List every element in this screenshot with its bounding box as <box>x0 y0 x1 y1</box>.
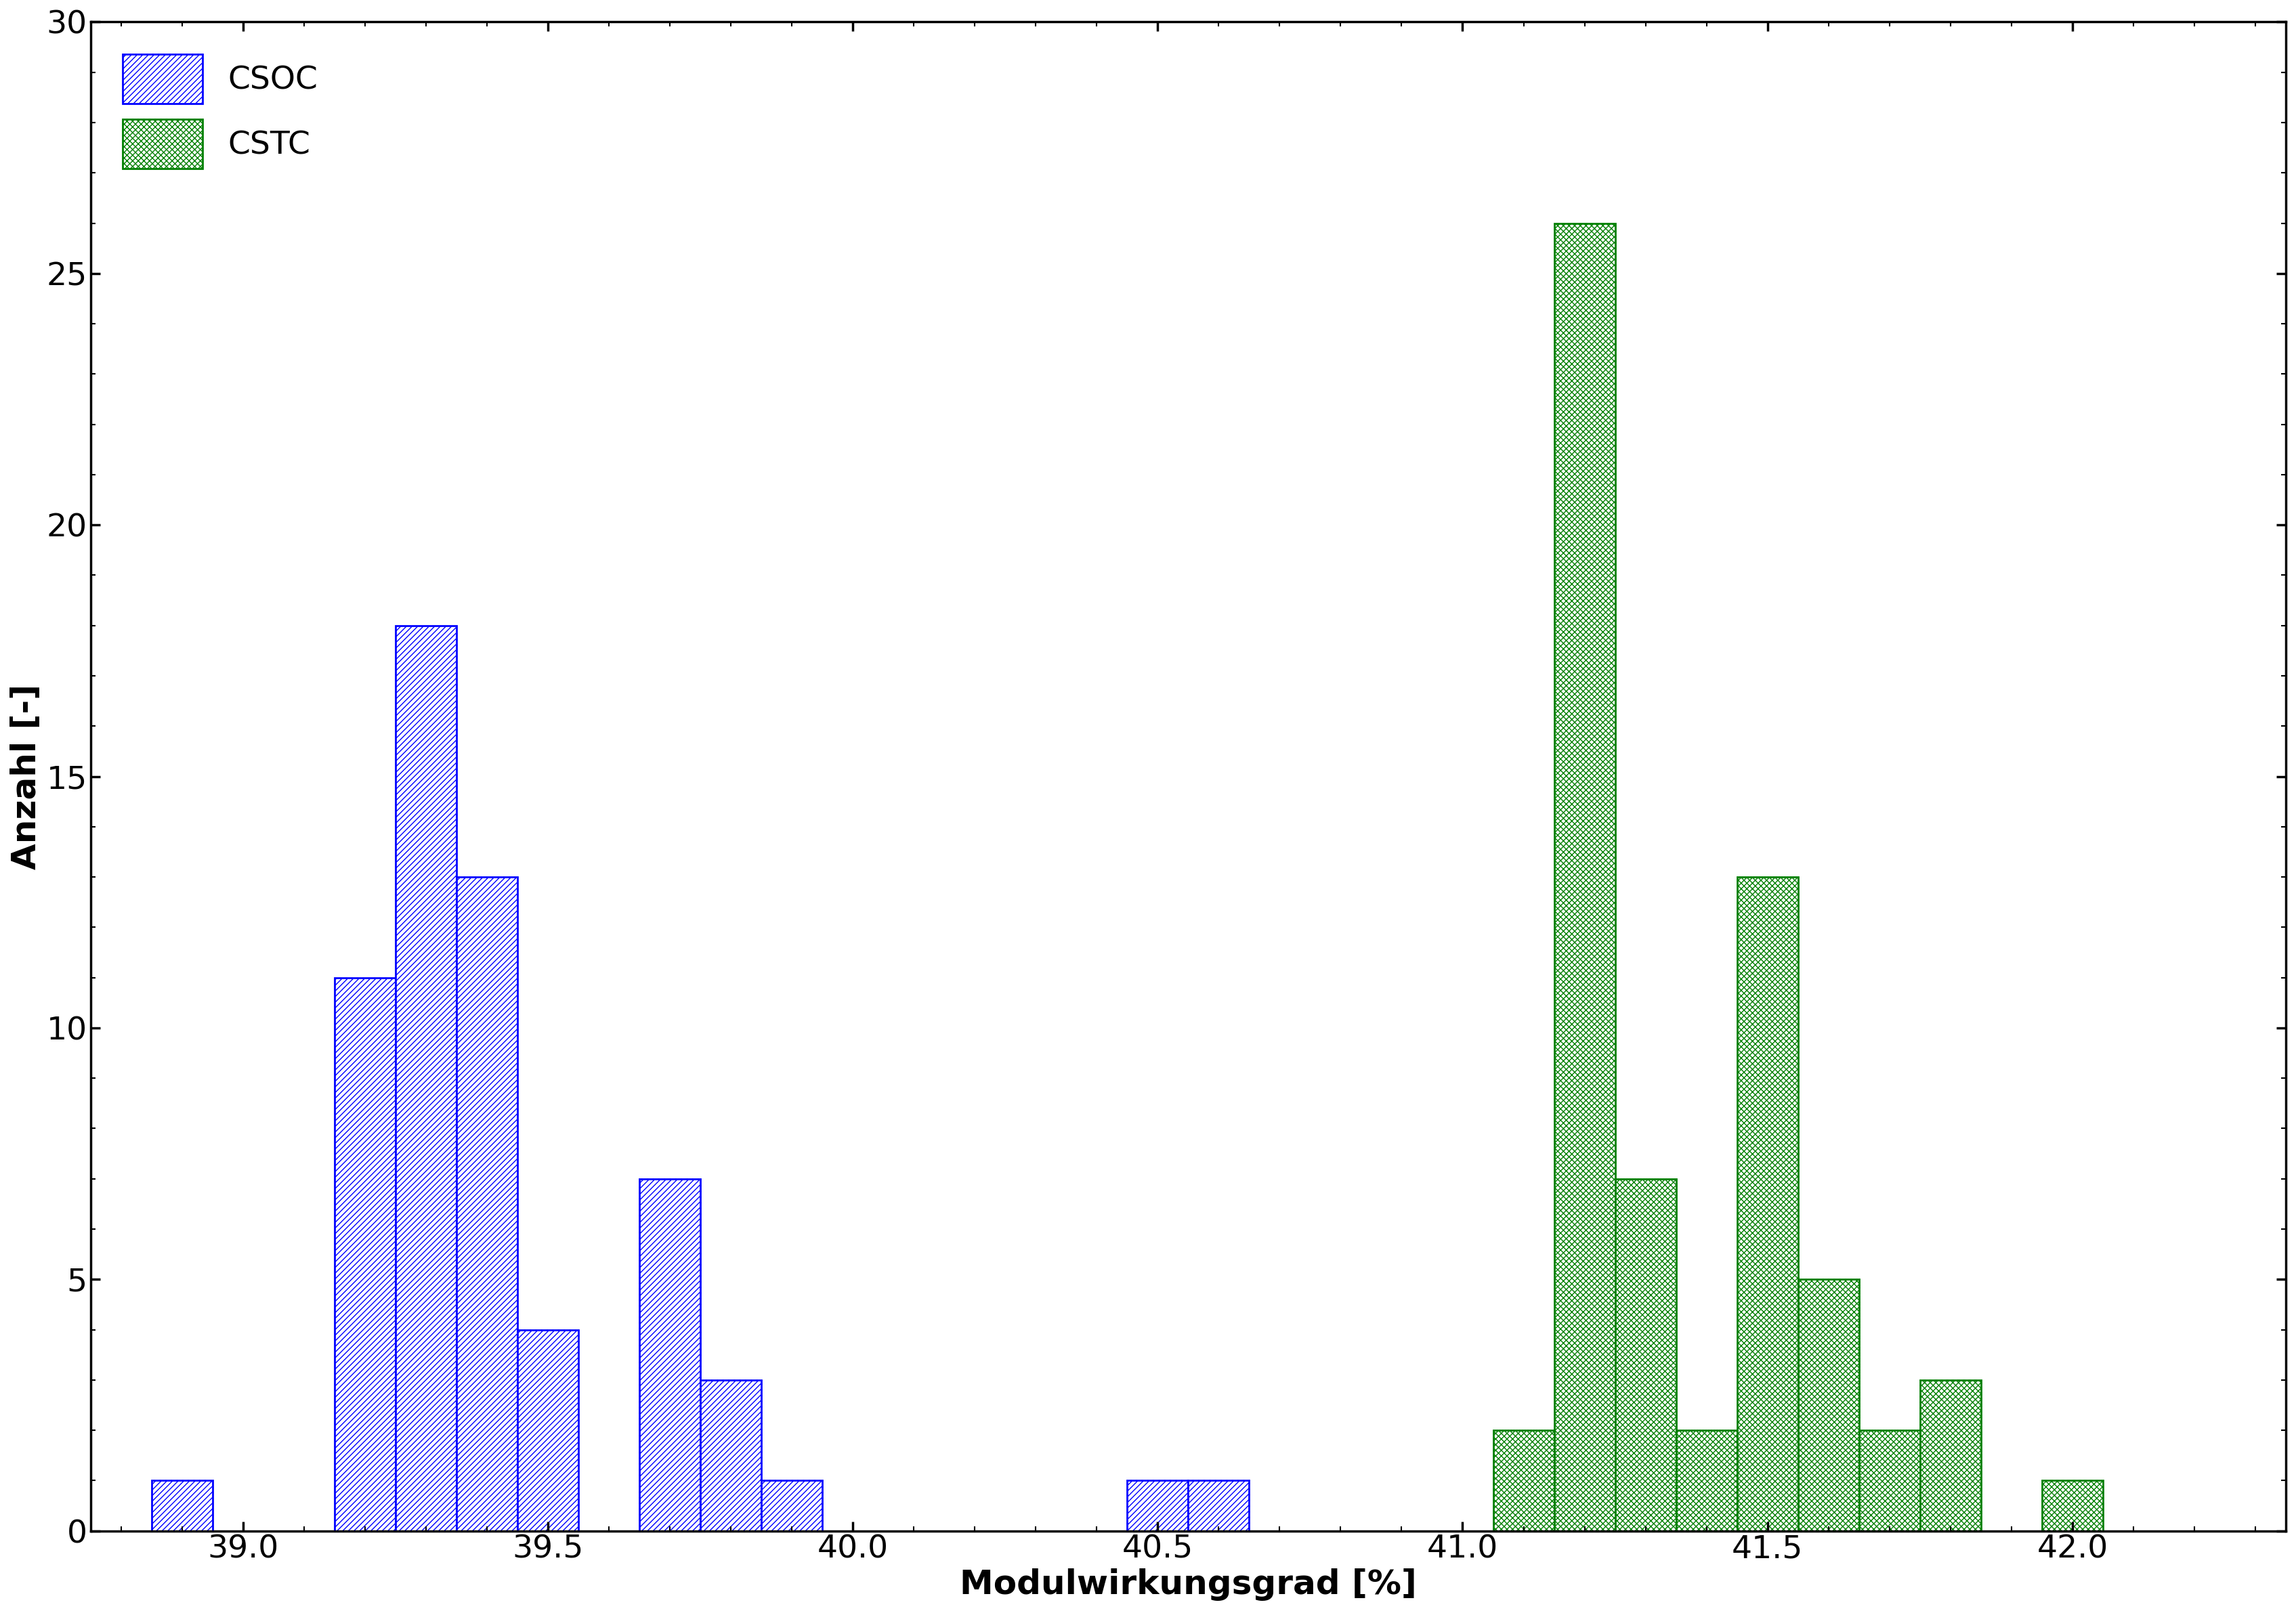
Bar <box>1492 1431 1554 1530</box>
Bar <box>1738 876 1798 1530</box>
Bar <box>1554 224 1614 1530</box>
Legend: CSOC, CSTC: CSOC, CSTC <box>106 39 333 185</box>
Bar <box>152 1481 214 1530</box>
Bar <box>395 625 457 1530</box>
Bar <box>1127 1481 1189 1530</box>
Bar <box>1614 1179 1676 1530</box>
X-axis label: Modulwirkungsgrad [%]: Modulwirkungsgrad [%] <box>960 1569 1417 1601</box>
Bar <box>1676 1431 1738 1530</box>
Bar <box>1860 1431 1919 1530</box>
Bar <box>1919 1381 1981 1530</box>
Bar <box>762 1481 822 1530</box>
Bar <box>2041 1481 2103 1530</box>
Bar <box>335 978 395 1530</box>
Y-axis label: Anzahl [-]: Anzahl [-] <box>9 683 44 870</box>
Bar <box>700 1381 762 1530</box>
Bar <box>1798 1279 1860 1530</box>
Bar <box>638 1179 700 1530</box>
Bar <box>517 1329 579 1530</box>
Bar <box>1189 1481 1249 1530</box>
Bar <box>457 876 517 1530</box>
